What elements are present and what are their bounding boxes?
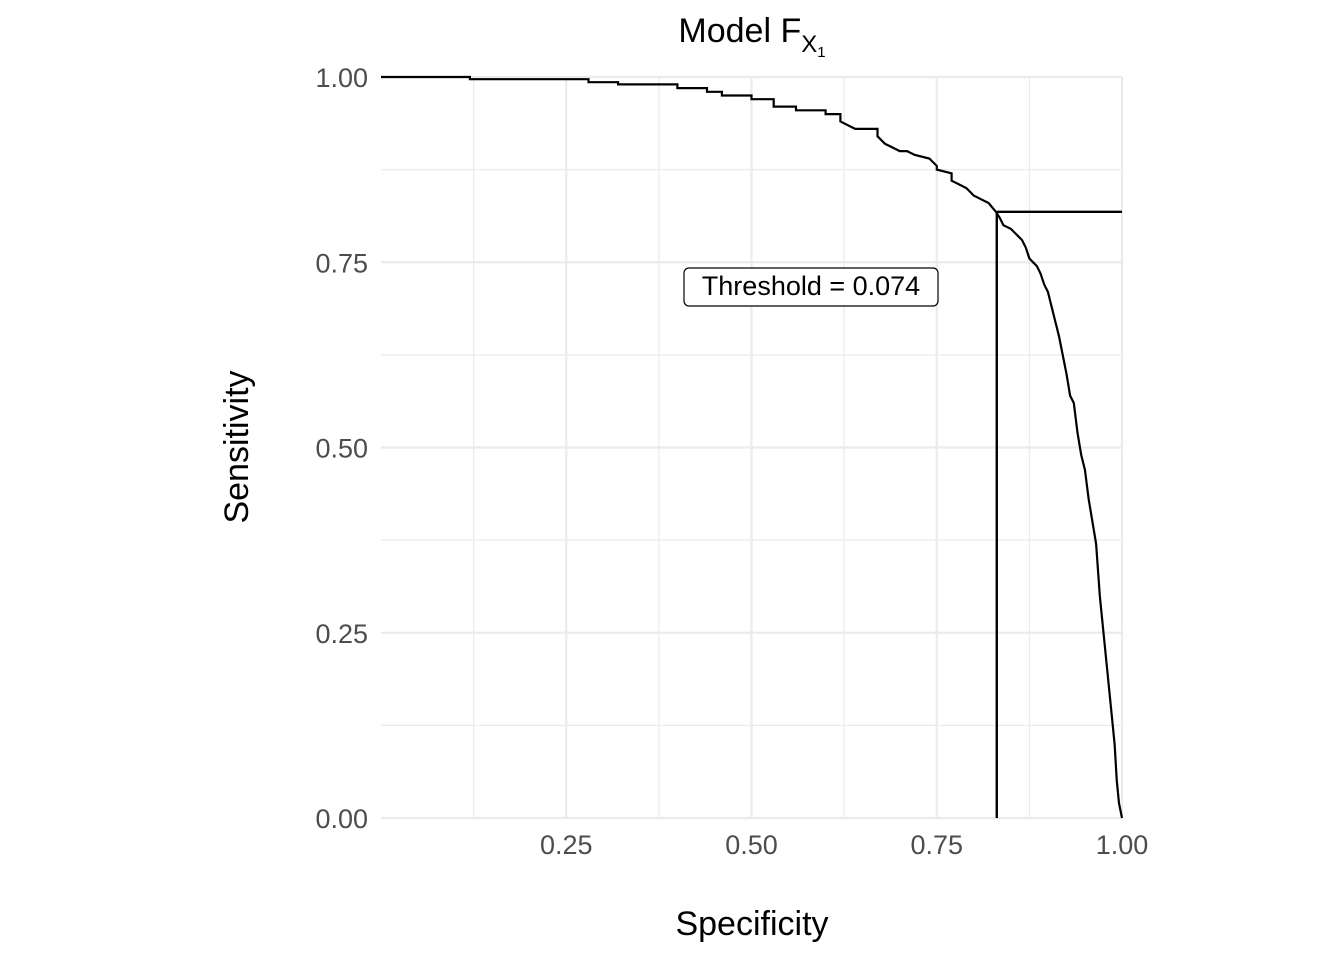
threshold-reference-lines (995, 210, 1122, 818)
grid-layer (381, 75, 1124, 820)
threshold-label: Threshold = 0.074 (702, 271, 920, 301)
chart-title-subscript: X (801, 31, 817, 58)
y-tick-label: 1.00 (315, 63, 368, 93)
tick-label-layer: 0.25 0.50 0.75 1.00 0.00 0.25 0.50 0.75 1.00 (315, 63, 1148, 860)
x-tick-label: 1.00 (1096, 830, 1149, 860)
chart-title-main: Model F (678, 12, 801, 50)
roc-curve (381, 75, 1124, 819)
chart-title-subsubscript: 1 (817, 44, 825, 61)
y-tick-label: 0.50 (315, 434, 368, 464)
roc-curve-layer (381, 75, 1124, 819)
y-tick-label: 0.25 (315, 619, 368, 649)
threshold-annotation: Threshold = 0.074 (683, 267, 939, 307)
x-tick-label: 0.50 (725, 830, 778, 860)
chart-title: Model FX1 (678, 12, 825, 61)
threshold-label-box (683, 267, 939, 307)
y-tick-label: 0.00 (315, 804, 368, 834)
x-axis-title: Specificity (675, 905, 828, 943)
y-tick-label: 0.75 (315, 248, 368, 278)
x-tick-label: 0.25 (540, 830, 593, 860)
x-tick-label: 0.75 (910, 830, 963, 860)
y-axis-title: Sensitivity (218, 370, 256, 523)
